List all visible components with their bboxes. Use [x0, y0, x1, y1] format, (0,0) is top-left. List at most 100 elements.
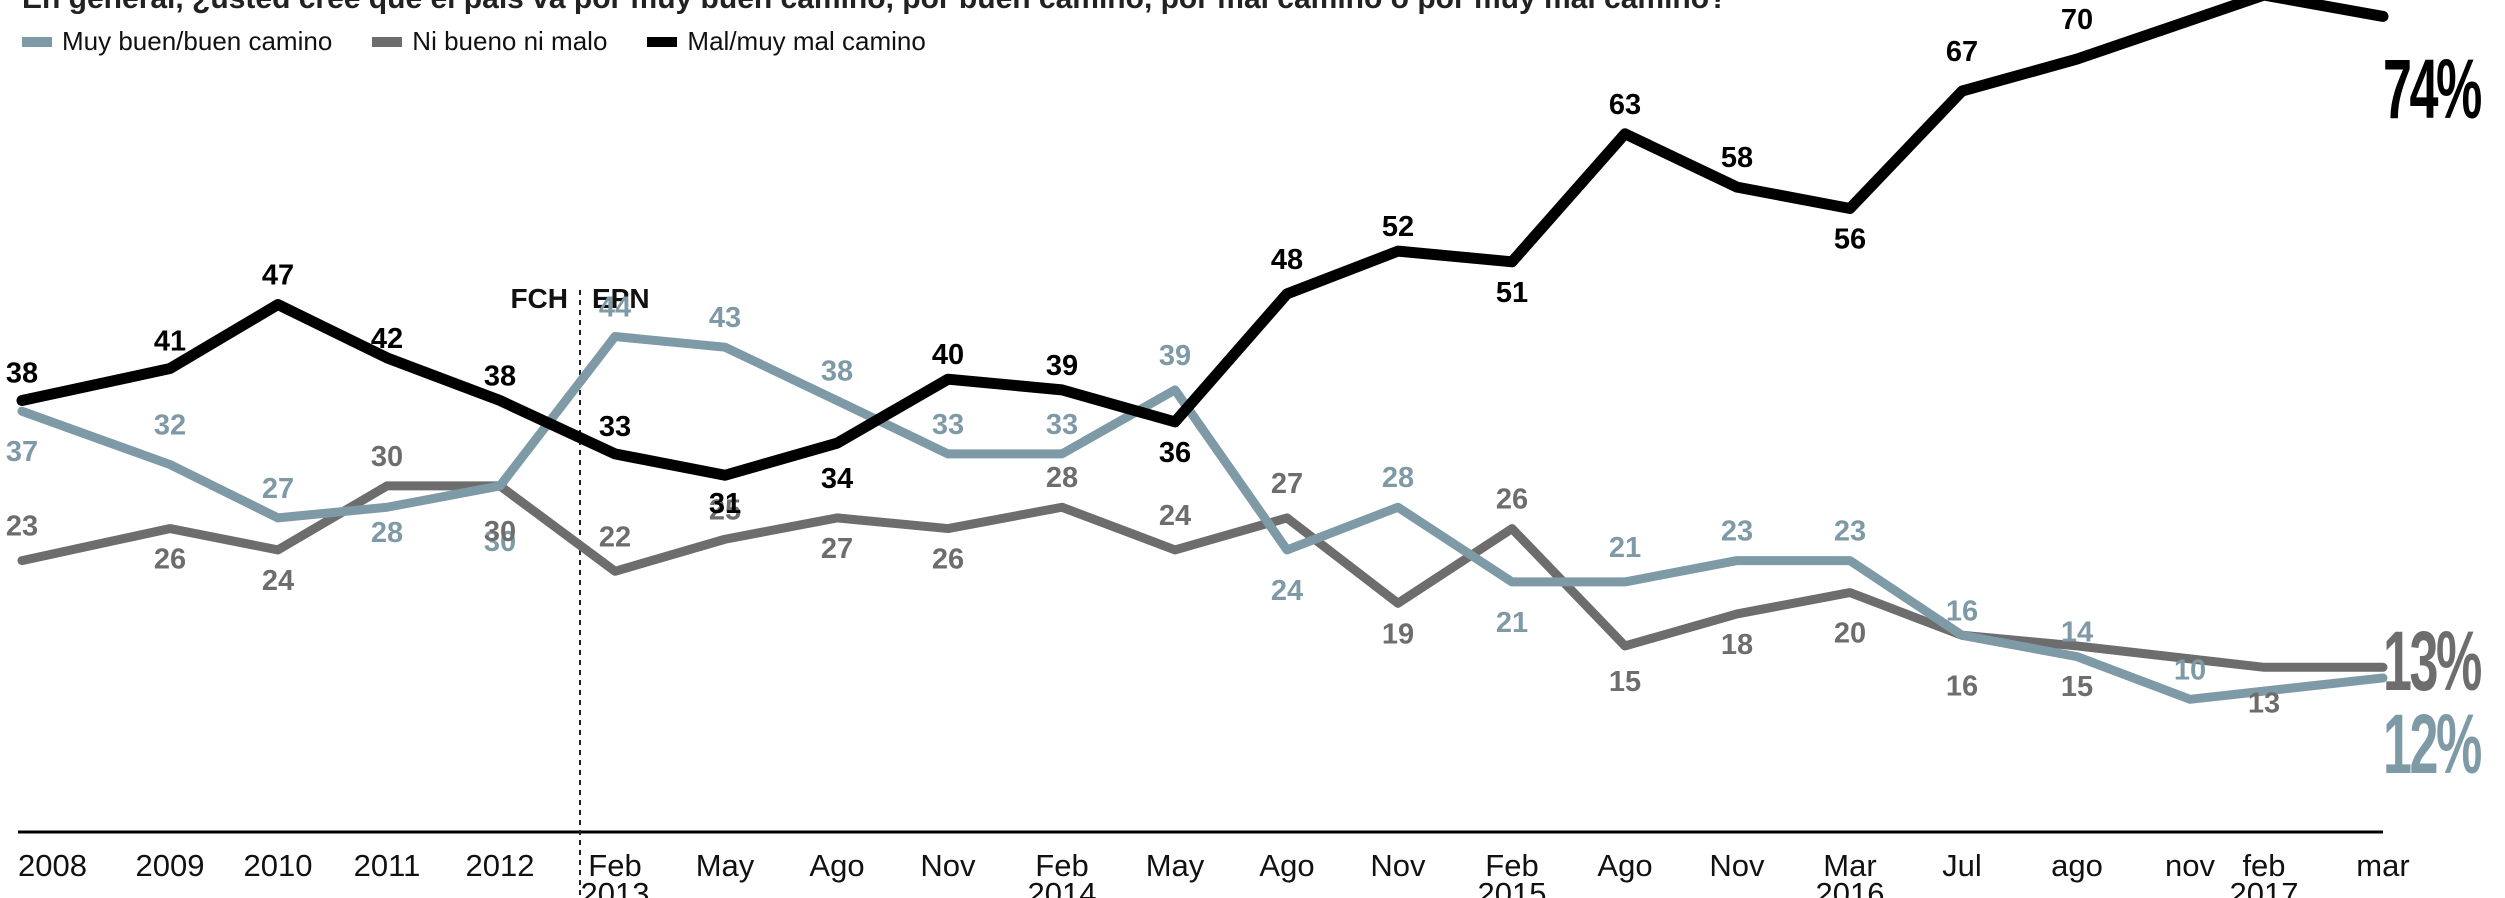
- data-label-s1-17: 16: [1946, 670, 1978, 702]
- legend-swatch-ni-bueno: [372, 36, 403, 47]
- x-tick-label-21: mar: [2356, 848, 2409, 883]
- data-label-s1-8: 26: [932, 544, 964, 576]
- data-label-s2-5: 33: [599, 411, 631, 443]
- data-label-s0-11: 24: [1271, 575, 1303, 607]
- data-label-s1-12: 19: [1382, 618, 1414, 650]
- x-tick-label-12: Nov: [1370, 848, 1426, 883]
- x-tick-sublabel-13: 2015: [1478, 876, 1547, 898]
- series-line-1: [17, 481, 2388, 672]
- x-tick-label-4: 2012: [466, 848, 535, 883]
- legend-label-ni-bueno: Ni bueno ni malo: [412, 26, 608, 56]
- data-label-s0-17: 16: [1946, 595, 1978, 627]
- x-tick-sublabel-16: 2016: [1816, 876, 1885, 898]
- x-tick-label-13: Feb: [1485, 848, 1538, 883]
- legend: Muy buen/buen camino Ni bueno ni malo Ma…: [22, 26, 966, 57]
- x-tick-label-3: 2011: [354, 848, 421, 883]
- chart-title: En general, ¿usted cree que el país va p…: [22, 0, 1727, 16]
- data-label-s2-12: 52: [1382, 211, 1414, 243]
- data-label-s1-11: 27: [1271, 468, 1303, 500]
- data-label-s0-8: 33: [932, 409, 964, 441]
- data-label-s1-16: 20: [1834, 618, 1866, 650]
- data-label-s2-6: 31: [709, 488, 741, 520]
- x-tick-label-10: May: [1146, 848, 1205, 883]
- x-tick-label-19: nov: [2165, 848, 2215, 883]
- x-tick-label-14: Ago: [1597, 848, 1652, 883]
- x-tick-label-5: Feb: [588, 848, 641, 883]
- data-label-s0-2: 27: [262, 473, 294, 505]
- data-label-s0-0: 37: [6, 436, 38, 468]
- x-tick-label-15: Nov: [1709, 848, 1765, 883]
- legend-item-ni-bueno: Ni bueno ni malo: [372, 26, 607, 57]
- data-label-s1-13: 26: [1496, 484, 1528, 516]
- divider-label-fch: FCH: [510, 283, 568, 314]
- data-label-s2-15: 58: [1721, 142, 1753, 174]
- data-label-s0-18: 14: [2061, 617, 2093, 649]
- x-tick-label-0: 2008: [18, 848, 87, 883]
- data-label-s0-15: 23: [1721, 516, 1753, 548]
- data-label-s0-13: 21: [1496, 607, 1528, 639]
- x-tick-label-7: Ago: [809, 848, 864, 883]
- data-label-s2-9: 39: [1046, 350, 1078, 382]
- data-label-s1-7: 27: [821, 533, 853, 565]
- data-label-s1-3: 30: [371, 441, 403, 473]
- final-label-2: 74%: [2383, 42, 2481, 136]
- x-tick-label-1: 2009: [136, 848, 205, 883]
- data-label-s2-7: 34: [821, 463, 853, 495]
- data-label-s1-0: 23: [6, 511, 38, 543]
- data-label-s2-14: 63: [1609, 89, 1641, 121]
- data-label-s2-16: 56: [1834, 223, 1866, 255]
- data-label-s2-18: 70: [2061, 4, 2093, 36]
- data-label-s2-10: 36: [1159, 437, 1191, 469]
- x-tick-sublabel-20: 2017: [2230, 876, 2299, 898]
- data-label-s0-16: 23: [1834, 516, 1866, 548]
- x-tick-label-18: ago: [2051, 848, 2103, 883]
- legend-item-mal: Mal/muy mal camino: [647, 26, 926, 57]
- legend-item-muy-buen: Muy buen/buen camino: [22, 26, 332, 57]
- data-label-s1-5: 22: [599, 521, 631, 553]
- legend-label-mal: Mal/muy mal camino: [687, 26, 926, 56]
- data-label-s0-6: 43: [709, 302, 741, 334]
- x-tick-sublabel-9: 2014: [1028, 876, 1097, 898]
- x-tick-label-6: May: [696, 848, 755, 883]
- data-label-s0-12: 28: [1382, 462, 1414, 494]
- x-tick-label-11: Ago: [1259, 848, 1314, 883]
- x-tick-label-9: Feb: [1035, 848, 1088, 883]
- data-label-s2-13: 51: [1496, 277, 1528, 309]
- x-tick-label-17: Jul: [1942, 848, 1982, 883]
- legend-label-muy-buen: Muy buen/buen camino: [62, 26, 333, 56]
- data-label-s0-10: 39: [1159, 340, 1191, 372]
- legend-swatch-muy-buen: [22, 36, 52, 47]
- data-label-s1-6: 25: [709, 494, 741, 526]
- data-label-s0-4: 30: [484, 526, 516, 558]
- data-label-s1-4: 30: [484, 516, 516, 548]
- data-label-s2-4: 38: [484, 361, 516, 393]
- data-label-s1-2: 24: [262, 565, 294, 597]
- legend-swatch-mal: [647, 36, 678, 47]
- data-label-s0-3: 28: [371, 517, 403, 549]
- data-label-s2-8: 40: [932, 339, 964, 371]
- series-line-2: [16, 0, 2389, 481]
- x-tick-label-20: feb: [2242, 848, 2285, 883]
- data-label-s2-1: 41: [154, 326, 186, 358]
- data-label-s0-9: 33: [1046, 409, 1078, 441]
- data-label-s1-9: 28: [1046, 462, 1078, 494]
- x-tick-label-8: Nov: [920, 848, 976, 883]
- data-label-s1-14: 15: [1609, 666, 1641, 698]
- data-label-s1-1: 26: [154, 544, 186, 576]
- final-label-0: 12%: [2383, 697, 2481, 791]
- x-tick-label-16: Mar: [1823, 848, 1876, 883]
- divider-label-epn: EPN: [592, 283, 650, 314]
- data-label-s2-0: 38: [6, 358, 38, 390]
- data-label-s2-2: 47: [262, 260, 294, 292]
- x-tick-sublabel-5: 2013: [581, 876, 650, 898]
- data-label-s0-19: 10: [2174, 654, 2206, 686]
- x-tick-label-2: 2010: [244, 848, 313, 883]
- data-label-s0-7: 38: [821, 356, 853, 388]
- data-label-s0-1: 32: [154, 410, 186, 442]
- data-label-s1-15: 18: [1721, 629, 1753, 661]
- data-label-s1-19: 13: [2248, 687, 2280, 719]
- data-label-s0-14: 21: [1609, 532, 1641, 564]
- data-label-s1-10: 24: [1159, 500, 1191, 532]
- final-label-1: 13%: [2383, 614, 2481, 708]
